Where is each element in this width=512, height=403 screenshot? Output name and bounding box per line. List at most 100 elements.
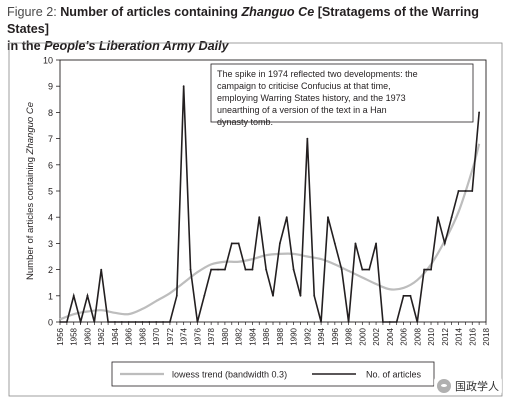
data-point	[395, 321, 398, 323]
data-point	[354, 242, 357, 245]
title-line2-text: in the	[7, 39, 45, 53]
x-tick-label: 1984	[248, 327, 257, 345]
data-point	[127, 321, 130, 323]
data-point	[162, 321, 164, 323]
data-point	[450, 216, 453, 219]
data-point	[86, 294, 89, 297]
x-tick-label: 1966	[125, 327, 134, 345]
y-tick-label: 6	[48, 160, 53, 170]
data-point	[107, 321, 109, 323]
x-tick-label: 1960	[83, 327, 92, 345]
x-tick-label: 1978	[207, 327, 216, 345]
title-line2-italic: People's Liberation Army Daily	[44, 39, 229, 53]
data-point	[210, 268, 213, 271]
y-tick-label: 2	[48, 265, 53, 275]
data-point	[388, 321, 391, 323]
x-tick-label: 1998	[345, 327, 354, 345]
x-tick-label: 1962	[97, 327, 106, 345]
data-point	[272, 294, 274, 297]
data-point	[230, 242, 233, 245]
data-point	[340, 268, 343, 271]
title-text-2: [Stratagems of the Warring States]	[7, 5, 479, 36]
data-point	[437, 216, 439, 219]
data-point	[251, 268, 254, 271]
y-axis-label: Number of articles containing Zhanguo Ce	[25, 102, 36, 280]
data-point	[423, 268, 426, 271]
data-point	[368, 268, 371, 271]
x-tick-label: 2016	[468, 327, 477, 345]
data-point	[148, 321, 151, 323]
x-tick-label: 1968	[138, 327, 147, 345]
x-tick-label: 1980	[221, 327, 230, 345]
data-point	[237, 242, 240, 245]
data-point	[464, 190, 467, 192]
data-point	[114, 321, 116, 323]
figure-frame	[8, 42, 503, 397]
x-tick-label: 1964	[111, 327, 120, 345]
x-tick-label: 1986	[262, 327, 271, 345]
data-point	[155, 321, 158, 323]
x-tick-label: 1982	[235, 327, 244, 345]
legend-label-articles: No. of articles	[366, 370, 422, 380]
x-tick-label: 1976	[193, 327, 202, 345]
data-point	[224, 268, 226, 271]
annotation-text: The spike in 1974 reflected two developm…	[217, 69, 418, 127]
y-tick-label: 8	[48, 108, 53, 118]
legend-label-lowess: lowess trend (bandwidth 0.3)	[172, 370, 287, 380]
x-tick-label: 1956	[56, 327, 65, 345]
data-point	[189, 268, 192, 271]
data-point	[292, 268, 295, 271]
figure-label: Figure 2:	[7, 5, 57, 19]
data-point	[141, 321, 144, 323]
data-point	[361, 268, 364, 271]
x-tick-label: 2002	[372, 327, 381, 345]
data-point	[402, 294, 405, 297]
x-tick-label: 1974	[180, 327, 189, 345]
annotation-box	[210, 63, 474, 123]
data-point	[306, 137, 309, 140]
y-tick-label: 3	[48, 239, 53, 249]
data-point	[134, 321, 137, 323]
data-point	[313, 294, 316, 297]
y-tick-label: 4	[48, 213, 53, 223]
x-tick-label: 1970	[152, 327, 161, 345]
x-tick-label: 2010	[427, 327, 436, 345]
data-point	[175, 294, 178, 297]
x-tick-label: 2014	[455, 327, 464, 345]
legend-box	[111, 361, 435, 387]
data-point	[93, 321, 96, 323]
data-point	[333, 242, 336, 245]
title-italic-1: Zhanguo Ce	[241, 5, 315, 19]
x-tick-label: 1958	[70, 327, 79, 345]
x-tick-label: 1996	[331, 327, 340, 345]
data-point	[478, 111, 481, 114]
x-tick-label: 1972	[166, 327, 175, 345]
data-point	[72, 294, 75, 297]
x-tick-label: 2004	[386, 327, 395, 345]
data-point	[196, 321, 199, 323]
x-tick-label: 1994	[317, 327, 326, 345]
y-tick-label: 7	[48, 134, 53, 144]
data-point	[457, 190, 460, 192]
data-point	[375, 242, 377, 245]
x-tick-label: 2018	[482, 327, 491, 345]
title-text-1: Number of articles containing	[60, 5, 242, 19]
wechat-icon	[437, 379, 451, 393]
data-point	[471, 190, 474, 192]
x-tick-label: 2000	[358, 327, 367, 345]
data-point	[217, 268, 219, 271]
watermark-text: 国政学人	[455, 381, 499, 393]
data-point	[443, 242, 446, 245]
data-point	[320, 321, 322, 323]
data-point	[409, 294, 412, 297]
data-point	[59, 321, 61, 323]
data-point	[430, 268, 432, 271]
data-point	[327, 216, 329, 219]
data-point	[120, 321, 123, 323]
watermark: 国政学人	[434, 377, 502, 395]
data-point	[265, 268, 268, 271]
data-point	[182, 85, 185, 88]
data-point	[416, 321, 419, 323]
